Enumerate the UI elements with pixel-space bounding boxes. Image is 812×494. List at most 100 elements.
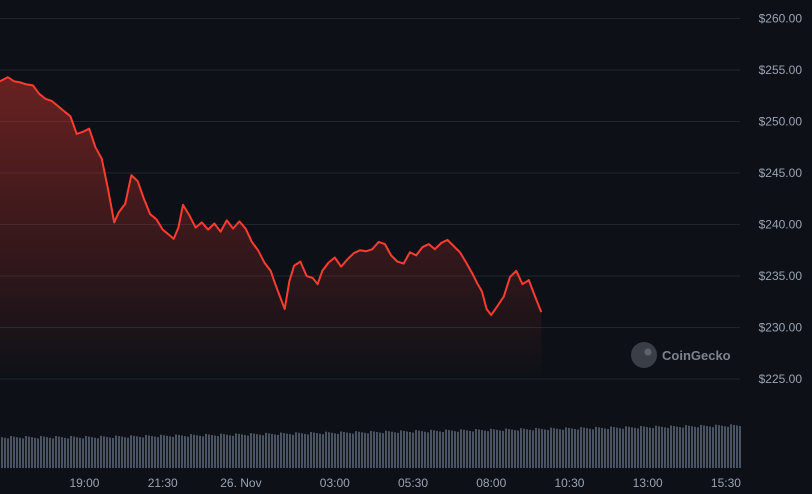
- volume-bar: [169, 436, 171, 468]
- volume-bar: [463, 429, 465, 468]
- volume-bar: [250, 433, 252, 468]
- volume-bar: [433, 430, 435, 468]
- volume-bar: [130, 435, 132, 468]
- volume-bar: [148, 435, 150, 468]
- volume-bar: [388, 431, 390, 468]
- volume-bar: [400, 430, 402, 468]
- volume-bar: [154, 436, 156, 468]
- volume-bar: [25, 436, 27, 468]
- volume-bar: [499, 430, 501, 468]
- volume-bar: [307, 434, 309, 468]
- volume-bar: [91, 437, 93, 468]
- volume-bar: [337, 433, 339, 468]
- volume-bar: [265, 432, 267, 468]
- y-tick-label: $230.00: [759, 321, 803, 335]
- volume-bar: [181, 435, 183, 468]
- volume-bar: [256, 434, 258, 468]
- volume-bar: [706, 426, 708, 468]
- price-line: [0, 76, 543, 317]
- volume-bar: [691, 426, 693, 468]
- volume-bar: [412, 432, 414, 468]
- volume-bar: [124, 437, 126, 468]
- volume-bar: [133, 435, 135, 468]
- volume-bar: [322, 434, 324, 468]
- volume-bar: [349, 433, 351, 468]
- volume-bar: [82, 438, 84, 468]
- volume-bar: [223, 434, 225, 468]
- volume-bar: [79, 437, 81, 468]
- volume-bar: [550, 427, 552, 468]
- volume-bar: [214, 435, 216, 468]
- volume-bar: [376, 432, 378, 468]
- volume-bar: [367, 433, 369, 468]
- volume-bar: [712, 427, 714, 468]
- price-line-group: [0, 76, 543, 317]
- volume-bar: [544, 429, 546, 468]
- volume-bar: [85, 436, 87, 468]
- volume-bar: [310, 432, 312, 468]
- volume-bar: [454, 431, 456, 468]
- volume-bar: [202, 436, 204, 468]
- volume-bar: [76, 437, 78, 468]
- volume-bar: [598, 427, 600, 468]
- volume-bar: [112, 438, 114, 468]
- y-tick-label: $225.00: [759, 372, 803, 386]
- volume-bar: [460, 429, 462, 468]
- volume-bar: [655, 425, 657, 468]
- volume-bar: [340, 431, 342, 468]
- volume-bar: [163, 435, 165, 468]
- volume-bar: [730, 424, 732, 468]
- volume-bar: [40, 436, 42, 468]
- volume-bar: [106, 436, 108, 468]
- volume-bar: [718, 425, 720, 468]
- volume-bar: [640, 426, 642, 468]
- volume-bar: [277, 435, 279, 468]
- volume-bar: [568, 427, 570, 468]
- volume-bar: [343, 432, 345, 468]
- volume-bar: [652, 428, 654, 468]
- x-tick-label: 15:30: [711, 476, 741, 490]
- volume-bar: [631, 427, 633, 468]
- volume-bar: [700, 424, 702, 468]
- price-area-fill: [0, 77, 542, 379]
- volume-bar: [739, 426, 741, 468]
- volume-bar: [622, 428, 624, 468]
- volume-bar: [613, 427, 615, 468]
- volume-bar: [100, 435, 102, 468]
- volume-bar: [199, 435, 201, 468]
- volume-bar: [328, 432, 330, 468]
- volume-bar: [589, 428, 591, 468]
- x-axis-labels: 19:00 21:30 26. Nov 03:00 05:30 08:00 10:30 13:…: [69, 476, 741, 490]
- volume-bar: [346, 432, 348, 468]
- volume-bar: [727, 426, 729, 468]
- volume-bar: [58, 436, 60, 468]
- volume-bar: [592, 429, 594, 468]
- volume-bar: [667, 427, 669, 468]
- volume-bar: [136, 436, 138, 468]
- volume-bar: [268, 433, 270, 468]
- x-tick-label: 13:00: [633, 476, 663, 490]
- volume-bar: [7, 438, 9, 468]
- volume-bar: [316, 433, 318, 468]
- y-tick-label: $250.00: [759, 115, 803, 129]
- volume-bar: [382, 433, 384, 468]
- volume-bar: [694, 426, 696, 468]
- volume-bar: [196, 435, 198, 468]
- volume-bar: [520, 428, 522, 468]
- volume-bar: [304, 433, 306, 468]
- y-tick-label: $260.00: [759, 12, 803, 26]
- volume-bar: [61, 437, 63, 468]
- volume-bar: [244, 435, 246, 468]
- volume-bar: [217, 436, 219, 468]
- volume-bar: [565, 427, 567, 468]
- volume-bar: [97, 438, 99, 468]
- volume-bar: [28, 436, 30, 468]
- volume-bar: [238, 433, 240, 468]
- volume-bar: [187, 436, 189, 468]
- volume-bar: [394, 432, 396, 468]
- volume-bar: [37, 438, 39, 468]
- volume-bar: [55, 436, 57, 468]
- volume-bar: [406, 431, 408, 468]
- volume-bar: [142, 437, 144, 468]
